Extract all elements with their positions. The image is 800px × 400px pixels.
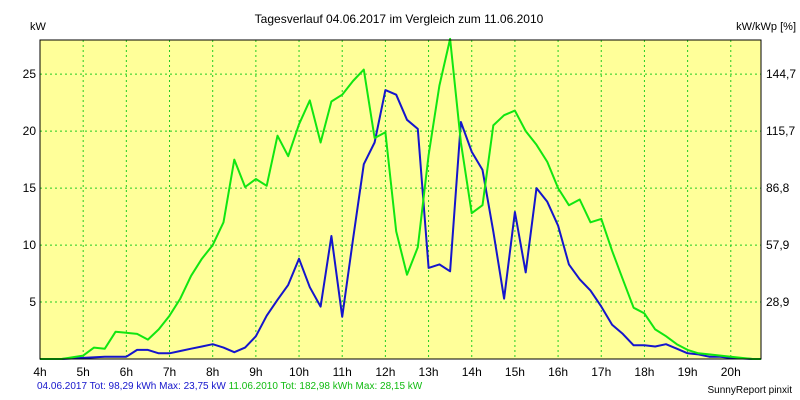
y-tick-label-right: 86,8 bbox=[766, 181, 790, 195]
x-tick-label: 5h bbox=[76, 365, 89, 379]
series-line-1 bbox=[40, 89, 761, 360]
x-tick-label: 17h bbox=[591, 365, 611, 379]
y-tick-label-left: 15 bbox=[23, 181, 37, 195]
series-lines bbox=[40, 37, 761, 360]
x-tick-label: 11h bbox=[333, 365, 352, 379]
x-tick-label: 12h bbox=[375, 365, 395, 379]
legend-series-2: 11.06.2010 Tot: 182,98 kWh Max: 28,15 kW bbox=[228, 381, 423, 392]
grid bbox=[40, 40, 761, 359]
plot-background bbox=[40, 40, 761, 359]
y-axis-left-unit: kW bbox=[30, 21, 47, 33]
y-tick-label-right: 144,7 bbox=[766, 67, 796, 81]
x-tick-label: 13h bbox=[419, 365, 439, 379]
series-line-2 bbox=[40, 37, 761, 360]
x-tick-label: 10h bbox=[289, 365, 309, 379]
x-tick-label: 15h bbox=[505, 365, 525, 379]
y-tick-label-left: 25 bbox=[23, 67, 37, 81]
x-tick-label: 7h bbox=[163, 365, 176, 379]
x-tick-label: 6h bbox=[120, 365, 133, 379]
axis-ticks: 4h 5h 6h 7h 8h 9h 10h 11h 12h 13h 14h 15h 16h 17h 18h 1… bbox=[23, 67, 797, 379]
chart-title: Tagesverlauf 04.06.2017 im Vergleich zum… bbox=[255, 12, 544, 26]
legend: 04.06.2017 Tot: 98,29 kWh Max: 23,75 kW … bbox=[37, 381, 422, 392]
x-tick-label: 4h bbox=[33, 365, 46, 379]
y-tick-label-right: 28,9 bbox=[766, 295, 790, 309]
y-tick-label-right: 115,7 bbox=[766, 124, 795, 138]
y-tick-label-right: 57,9 bbox=[766, 238, 790, 252]
x-tick-label: 18h bbox=[634, 365, 654, 379]
legend-series-1: 04.06.2017 Tot: 98,29 kWh Max: 23,75 kW bbox=[37, 381, 226, 392]
credit-text: SunnyReport pinxit bbox=[707, 385, 793, 396]
x-tick-label: 14h bbox=[462, 365, 482, 379]
y-tick-label-left: 10 bbox=[23, 238, 37, 252]
plot-border bbox=[39, 39, 762, 360]
x-tick-label: 8h bbox=[206, 365, 219, 379]
y-tick-label-left: 5 bbox=[29, 295, 36, 309]
y-tick-label-left: 20 bbox=[23, 124, 37, 138]
x-tick-label: 9h bbox=[249, 365, 262, 379]
x-tick-label: 16h bbox=[548, 365, 568, 379]
x-tick-label: 20h bbox=[721, 365, 741, 379]
y-axis-right-unit: kW/kWp [%] bbox=[736, 21, 796, 33]
x-tick-label: 19h bbox=[678, 365, 698, 379]
